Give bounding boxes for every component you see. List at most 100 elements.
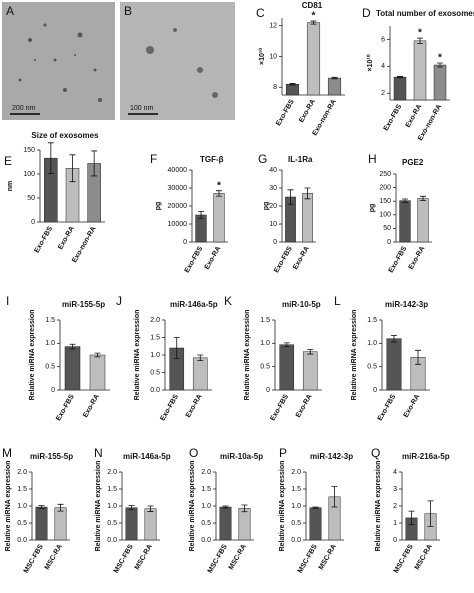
- error-bar: [391, 335, 397, 343]
- y-tick-label: 250: [379, 171, 391, 178]
- chart-title: miR-216a-5p: [402, 452, 450, 461]
- error-bar: [287, 189, 294, 205]
- y-axis-label: pg: [155, 202, 162, 211]
- chart-title: miR-155-5p: [62, 300, 105, 309]
- significance: *: [217, 180, 221, 191]
- error-bar: [241, 504, 248, 513]
- y-tick-label: 0.5: [150, 369, 160, 376]
- chart-title: miR-146a-5p: [170, 300, 218, 309]
- y-axis-label: Relative miRNA expression: [351, 310, 358, 401]
- error-bar: [408, 510, 415, 526]
- y-tick-label: 0.0: [291, 537, 301, 544]
- panel-letter: F: [150, 152, 157, 166]
- y-tick-label: 0: [266, 387, 270, 394]
- y-tick-label: 1.0: [260, 340, 270, 347]
- y-tick-label: 0.5: [107, 520, 117, 527]
- bar: [64, 346, 81, 391]
- y-tick-label: 2: [381, 90, 385, 97]
- y-tick-label: 50: [383, 225, 391, 232]
- error-bar: [310, 20, 317, 25]
- bar: [144, 508, 157, 541]
- panel-letter: P: [279, 446, 287, 460]
- y-tick-label: 2.0: [291, 469, 301, 476]
- error-bar: [57, 503, 64, 512]
- y-axis-label: ×10¹⁰: [366, 54, 374, 71]
- error-bar: [427, 500, 434, 527]
- y-tick-label: 1.0: [291, 503, 301, 510]
- bar: [433, 64, 447, 101]
- chart-title: Size of exosomes: [31, 131, 99, 140]
- y-tick-label: 0: [31, 219, 35, 226]
- bar: [413, 40, 427, 101]
- chart-title: miR-10-5p: [282, 300, 321, 309]
- panel-letter: L: [334, 294, 341, 308]
- chart-title: IL-1Ra: [288, 155, 313, 164]
- y-tick-label: 1.5: [17, 486, 27, 493]
- significance: *: [312, 11, 316, 22]
- x-tick-label: Exo-FBS: [377, 393, 398, 422]
- y-tick-label: 0: [373, 387, 377, 394]
- panel-letter: M: [2, 446, 12, 460]
- error-bar: [47, 142, 54, 174]
- y-axis-label: ×10¹⁰: [258, 48, 266, 65]
- y-tick-label: 100: [379, 212, 391, 219]
- error-bar: [69, 154, 76, 183]
- x-tick-label: Exo-RA: [185, 393, 204, 418]
- bar: [35, 506, 48, 541]
- panel-letter: Q: [371, 446, 380, 460]
- error-bar: [69, 343, 76, 350]
- bar: [89, 354, 106, 391]
- y-tick-label: 1.5: [107, 486, 117, 493]
- y-axis-label: Relative miRNA expression: [134, 310, 141, 401]
- panel-letter: C: [256, 6, 265, 20]
- bar: [327, 77, 342, 96]
- y-axis-label: Relative miRNA expression: [5, 461, 12, 552]
- chart-title: Total number of exosomes: [376, 9, 474, 18]
- x-tick-label: Exo-FBS: [34, 225, 55, 254]
- y-tick-label: 50: [27, 195, 35, 202]
- error-bar: [307, 349, 314, 355]
- y-axis-label: pg: [263, 202, 270, 211]
- chart-title: miR-146a-5p: [123, 452, 171, 461]
- y-tick-label: 40: [269, 167, 277, 174]
- y-tick-label: 200: [379, 184, 391, 191]
- significance: *: [438, 53, 442, 64]
- y-tick-label: 1.0: [367, 340, 377, 347]
- y-tick-label: 1.0: [150, 352, 160, 359]
- y-axis-label: nm: [7, 181, 14, 192]
- error-bar: [415, 349, 421, 365]
- y-tick-label: 4: [393, 469, 397, 476]
- scale-label: 200 nm: [12, 105, 36, 112]
- bar: [302, 193, 313, 243]
- chart-title: TGF-β: [200, 155, 224, 164]
- x-tick-label: MSC-RA: [44, 543, 64, 571]
- y-tick-label: 2.0: [17, 469, 27, 476]
- panel-letter: G: [258, 152, 267, 166]
- bar: [306, 22, 321, 96]
- x-tick-label: Exo-RA: [298, 98, 317, 123]
- y-tick-label: 2: [393, 503, 397, 510]
- y-tick-label: 100: [23, 171, 35, 178]
- y-tick-label: 0.0: [150, 387, 160, 394]
- bar: [417, 198, 429, 243]
- x-tick-label: Exo-FBS: [383, 103, 404, 132]
- y-tick-label: 150: [379, 198, 391, 205]
- y-tick-label: 1.0: [17, 503, 27, 510]
- error-bar: [198, 211, 204, 219]
- y-tick-label: 0.5: [291, 520, 301, 527]
- error-bar: [289, 83, 296, 86]
- x-tick-label: Exo-RA: [82, 393, 101, 418]
- tem-image-a: [2, 2, 115, 120]
- chart-title: PGE2: [402, 158, 424, 167]
- error-bar: [417, 37, 423, 44]
- x-tick-label: MSC-FBS: [23, 543, 45, 574]
- y-tick-label: 1.5: [201, 486, 211, 493]
- x-tick-label: Exo-RA: [57, 225, 76, 250]
- x-tick-label: MSC-RA: [318, 543, 338, 571]
- error-bar: [197, 354, 204, 361]
- error-bar: [397, 76, 403, 79]
- panel-letter: J: [116, 294, 122, 308]
- x-tick-label: Exo-non-RA: [71, 225, 97, 264]
- y-tick-label: 10000: [168, 221, 188, 228]
